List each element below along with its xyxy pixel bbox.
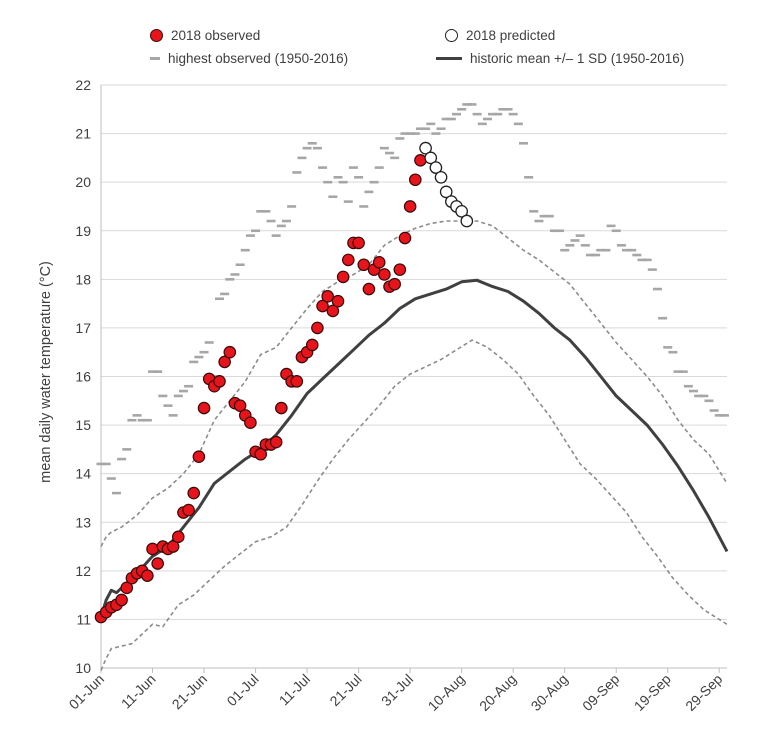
- observed-point: [305, 338, 319, 352]
- sd-band-series: [100, 220, 728, 671]
- observed-point: [342, 253, 355, 267]
- observed-point: [290, 375, 304, 388]
- observed-point: [171, 530, 185, 544]
- x-tick-label-11-Jul: 11-Jul: [276, 671, 314, 709]
- observed-point: [218, 355, 231, 369]
- x-tick-label-19-Sep: 19-Sep: [631, 671, 674, 714]
- x-tick-label-10-Aug: 10-Aug: [425, 671, 468, 714]
- observed-point: [187, 486, 201, 500]
- y-tick-label-14: 14: [75, 466, 91, 482]
- predicted-point: [429, 161, 443, 174]
- x-tick-label-30-Aug: 30-Aug: [528, 671, 571, 714]
- legend-item-mean: historic mean +/– 1 SD (1950-2016): [436, 51, 684, 66]
- gridlines: [101, 84, 727, 620]
- predicted-point: [439, 185, 453, 199]
- observed-point: [182, 503, 195, 517]
- observed-point: [408, 173, 422, 187]
- legend-highest-marker: [150, 57, 160, 60]
- observed-point: [166, 540, 180, 553]
- observed-point: [120, 581, 134, 595]
- y-tick-label-20: 20: [75, 174, 91, 190]
- highest-observed-series: [96, 103, 729, 495]
- observed-point: [326, 304, 340, 318]
- observed-point: [244, 416, 257, 429]
- y-tick-label-22: 22: [75, 77, 91, 93]
- observed-point: [146, 542, 159, 556]
- legend-predicted-marker: [445, 29, 458, 42]
- observed-point: [141, 569, 154, 582]
- x-tick-label-01-Jun: 01-Jun: [66, 671, 108, 713]
- historic-mean-series: [99, 278, 729, 618]
- observed-point: [197, 401, 211, 415]
- observed-point: [352, 236, 365, 250]
- x-tick-label-21-Jul: 21-Jul: [326, 671, 364, 709]
- x-tick-labels: 01-Jun 11-Jun 21-Jun 01-Jul 11-Jul 21-Jul 31-J…: [66, 668, 726, 714]
- y-tick-label-10: 10: [75, 660, 91, 676]
- x-tick-label-29-Sep: 29-Sep: [682, 671, 725, 714]
- observed-point: [269, 435, 283, 449]
- observed-point: [321, 290, 334, 303]
- x-tick-label-11-Jun: 11-Jun: [118, 671, 159, 712]
- observed-2018-series: [94, 154, 427, 624]
- lower-sd-line: [100, 339, 728, 671]
- predicted-point: [460, 214, 474, 228]
- upper-sd-line: [100, 220, 728, 547]
- observed-point: [357, 258, 371, 272]
- observed-point: [233, 399, 247, 412]
- observed-point: [403, 200, 417, 213]
- observed-point: [362, 282, 376, 296]
- observed-point: [336, 270, 350, 284]
- y-tick-label-19: 19: [75, 223, 91, 239]
- predicted-point: [455, 204, 469, 218]
- legend-predicted-label: 2018 predicted: [466, 28, 556, 43]
- observed-point: [254, 447, 268, 461]
- axes: [100, 85, 727, 669]
- x-tick-label-09-Sep: 09-Sep: [579, 671, 622, 714]
- observed-point: [414, 154, 427, 167]
- observed-point: [151, 557, 164, 570]
- y-tick-label-11: 11: [76, 611, 91, 627]
- historic-mean-line: [99, 278, 729, 618]
- legend-item-observed: 2018 observed: [150, 28, 260, 43]
- legend-item-predicted: 2018 predicted: [445, 28, 555, 43]
- y-axis-label: mean daily water temperature (°C): [38, 261, 54, 483]
- predicted-point: [419, 141, 432, 155]
- observed-point: [192, 450, 206, 463]
- legend-observed-label: 2018 observed: [171, 28, 261, 43]
- observed-point: [275, 401, 288, 415]
- predicted-point: [434, 170, 448, 184]
- observed-point: [372, 256, 386, 269]
- observed-point: [378, 268, 391, 281]
- legend-highest-label: highest observed (1950-2016): [168, 51, 349, 66]
- observed-point: [223, 345, 237, 359]
- y-tick-label-16: 16: [75, 369, 91, 385]
- x-tick-label-31-Jul: 31-Jul: [378, 671, 416, 709]
- predicted-point: [424, 151, 438, 165]
- y-tick-label-17: 17: [75, 320, 91, 336]
- legend-item-highest: highest observed (1950-2016): [150, 51, 348, 66]
- y-tick-label-18: 18: [75, 271, 91, 287]
- observed-point: [393, 263, 407, 276]
- y-tick-label-15: 15: [75, 417, 91, 433]
- legend-observed-marker: [150, 29, 163, 42]
- observed-point: [311, 321, 324, 335]
- y-tick-label-12: 12: [75, 563, 91, 579]
- y-tick-label-13: 13: [75, 514, 91, 530]
- observed-point: [115, 593, 128, 607]
- legend-mean-label: historic mean +/– 1 SD (1950-2016): [470, 51, 685, 66]
- observed-point: [316, 299, 329, 313]
- predicted-2018-series: [419, 141, 474, 228]
- observed-point: [331, 294, 345, 308]
- observed-point: [388, 277, 401, 291]
- legend-mean-marker: [436, 57, 462, 60]
- x-tick-label-01-Jul: 01-Jul: [223, 671, 261, 709]
- observed-point: [213, 375, 226, 388]
- y-tick-labels: 10 11 12 13 14 15 16 17 18 19 20 21 22: [75, 77, 91, 676]
- x-tick-label-21-Jun: 21-Jun: [169, 671, 211, 713]
- y-tick-label-21: 21: [75, 126, 91, 142]
- observed-point: [398, 231, 412, 245]
- x-tick-label-20-Aug: 20-Aug: [476, 671, 519, 714]
